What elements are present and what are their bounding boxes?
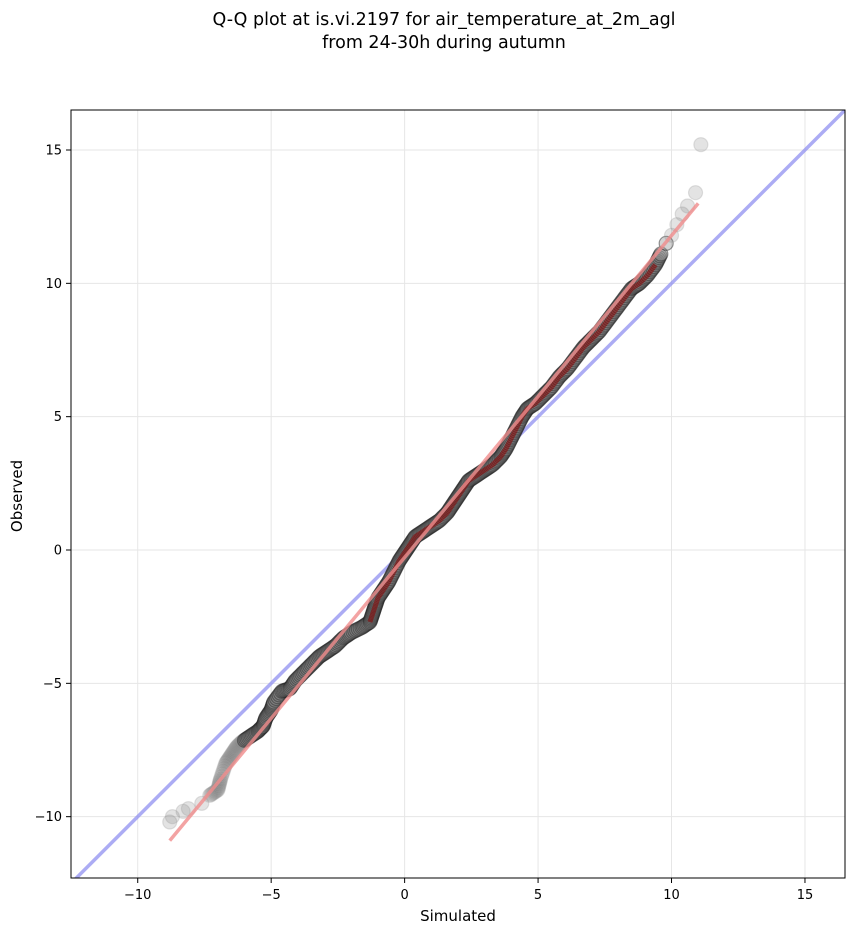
quantile-point <box>224 746 240 762</box>
quantile-point <box>355 618 371 635</box>
quantile-point <box>352 620 368 636</box>
quantile-point <box>225 745 241 761</box>
quantile-point <box>274 683 290 699</box>
plot-frame <box>70 109 846 879</box>
x-tick-label: 0 <box>400 888 408 903</box>
quantile-point <box>276 682 293 699</box>
quantile-point <box>345 624 361 640</box>
y-tick-label: −5 <box>43 677 62 692</box>
quantile-point <box>275 683 291 699</box>
y-tick-label: −10 <box>35 810 62 825</box>
quantile-point <box>310 650 326 666</box>
quantile-point <box>164 809 181 825</box>
plot-area <box>73 110 845 878</box>
x-tick-label: −10 <box>124 888 151 903</box>
y-tick-label: 10 <box>45 277 62 292</box>
quantile-point <box>265 695 281 711</box>
quantile-point <box>687 185 704 201</box>
quantile-point <box>223 747 239 763</box>
x-tick-label: 15 <box>797 888 814 903</box>
quantile-point <box>267 692 283 708</box>
y-tick-label: 5 <box>54 410 62 425</box>
y-axis: −10 −5 0 5 10 15 <box>35 144 71 825</box>
quantile-point <box>227 742 243 758</box>
quantile-point <box>272 685 289 701</box>
grid-lines <box>71 110 845 878</box>
quantile-point <box>354 619 370 635</box>
quantile-point <box>356 617 373 634</box>
quantile-point <box>175 803 191 819</box>
quantile-point <box>228 739 245 755</box>
quantile-point <box>326 639 342 655</box>
regression-fit-line <box>168 202 700 842</box>
quantile-point <box>693 137 709 153</box>
chart-title-line-2: from 24-30h during autumn <box>322 33 566 53</box>
chart-title-line-1: Q-Q plot at is.vi.2197 for air_temperatu… <box>212 10 675 30</box>
x-axis: −10 −5 0 5 10 15 <box>124 878 813 903</box>
quantile-point <box>211 777 227 793</box>
y-tick-label: 0 <box>54 544 62 559</box>
quantile-point <box>266 694 282 710</box>
quantile-point <box>233 735 249 751</box>
quantile-point <box>268 690 285 707</box>
quantile-point <box>231 737 247 753</box>
quantile-point <box>230 737 246 754</box>
quantile-point <box>226 743 242 759</box>
quantile-point <box>350 621 366 637</box>
quantile-point <box>347 623 363 639</box>
quantile-point <box>162 814 178 830</box>
quantile-point <box>256 715 272 731</box>
y-axis-label: Observed <box>8 460 26 532</box>
quantile-point <box>232 736 248 752</box>
quantile-point <box>265 697 281 713</box>
quantile-point <box>248 724 265 740</box>
x-tick-label: −5 <box>262 888 281 903</box>
x-tick-label: 10 <box>663 888 680 903</box>
quantile-point <box>234 734 250 750</box>
quantile-point <box>271 687 287 703</box>
quantile-point <box>348 622 365 638</box>
quantile-point <box>311 649 327 665</box>
y-tick-label: 15 <box>45 144 62 159</box>
x-axis-label: Simulated <box>420 907 496 925</box>
quantile-point <box>203 786 219 803</box>
x-tick-label: 5 <box>534 888 542 903</box>
quantile-point <box>270 689 286 705</box>
quantile-point <box>227 741 244 757</box>
dense-quantile-band <box>367 263 658 623</box>
quantile-point <box>229 738 245 755</box>
